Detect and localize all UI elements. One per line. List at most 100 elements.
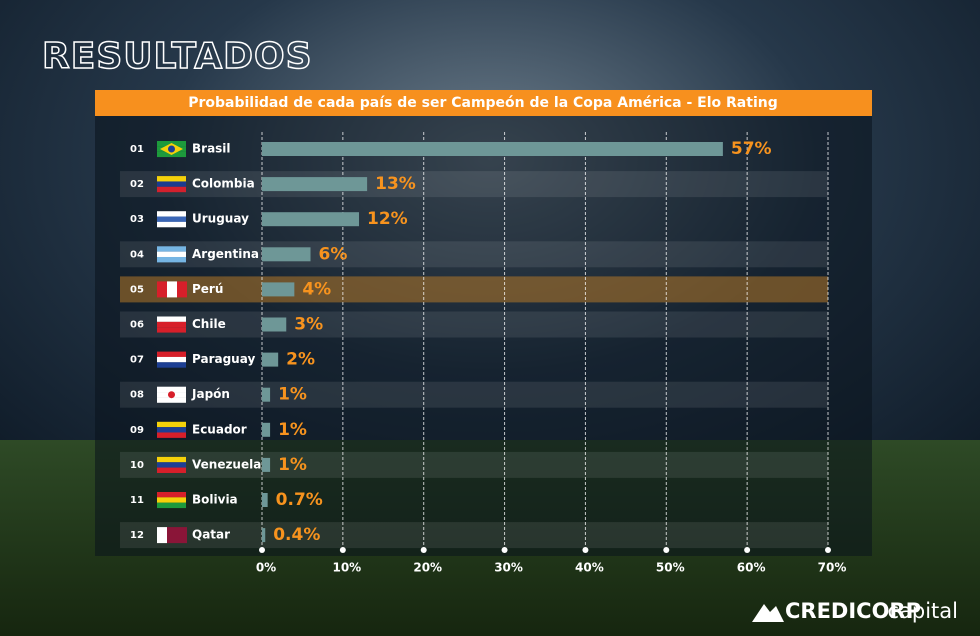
flag-stripe — [157, 216, 186, 222]
tick-dot — [259, 547, 265, 553]
category-label: Venezuela — [192, 457, 261, 471]
flag — [157, 527, 187, 544]
rank-label: 06 — [130, 320, 144, 331]
flag-stripe — [157, 502, 186, 509]
tick-dot — [339, 547, 346, 553]
x-tick-label: 60% — [737, 561, 766, 575]
value-label: 1% — [278, 420, 307, 440]
flag-stripe — [167, 281, 177, 298]
flag — [157, 386, 186, 403]
flag-stripe — [157, 186, 186, 193]
category-label: Qatar — [192, 528, 230, 542]
row-band — [120, 241, 828, 268]
flag-stripe — [157, 327, 186, 333]
flag-stripe — [157, 462, 186, 468]
category-label: Chile — [192, 317, 226, 331]
category-label: Perú — [192, 282, 223, 296]
rank-label: 03 — [130, 214, 144, 225]
flag-stripe — [157, 421, 186, 428]
bar — [262, 212, 360, 227]
rank-label: 04 — [130, 249, 144, 260]
value-label: 6% — [319, 244, 348, 264]
tick-dot — [501, 547, 508, 553]
logo-light: capital — [887, 599, 958, 623]
flag — [157, 421, 186, 438]
flag-stripe — [157, 351, 186, 357]
flag-stripe — [157, 497, 186, 503]
flag-stripe — [157, 397, 186, 403]
flag-stripe — [157, 316, 186, 322]
value-label: 0.7% — [276, 490, 323, 510]
category-label: Ecuador — [192, 422, 247, 436]
flag-stripe — [157, 281, 167, 298]
flag — [157, 492, 186, 509]
flag-stripe — [157, 211, 186, 217]
row-band — [120, 381, 828, 408]
flag-stripe — [157, 251, 186, 258]
value-label: 57% — [731, 139, 772, 159]
row-band — [120, 311, 828, 338]
category-label: Paraguay — [192, 352, 255, 366]
bar — [262, 142, 723, 156]
flag-stripe — [157, 456, 186, 463]
bar — [262, 282, 295, 297]
flag — [157, 281, 187, 298]
tick-dot — [825, 547, 831, 553]
tick-dot — [744, 547, 751, 553]
x-tick-label: 70% — [818, 561, 847, 575]
x-tick-label: 40% — [575, 561, 604, 575]
flag-stripe — [157, 492, 186, 498]
category-label: Bolivia — [192, 493, 238, 507]
value-label: 4% — [302, 279, 331, 299]
chart-title: Probabilidad de cada país de ser Campeón… — [188, 95, 778, 111]
value-label: 1% — [278, 385, 307, 405]
flag — [157, 246, 186, 263]
category-label: Japón — [191, 387, 230, 401]
value-label: 12% — [367, 209, 408, 229]
bar — [262, 352, 279, 367]
logo-bold: CREDICORP — [785, 599, 921, 623]
flag-stripe — [157, 356, 186, 363]
category-label: Brasil — [192, 142, 231, 156]
flag-stripe — [167, 527, 177, 544]
value-label: 13% — [375, 174, 416, 194]
bar — [262, 387, 271, 402]
logo-icon — [752, 604, 784, 622]
x-tick-label: 0% — [256, 561, 276, 575]
flag-stripe — [157, 176, 186, 182]
row-band — [120, 451, 828, 478]
rank-label: 12 — [130, 530, 144, 541]
bar — [262, 317, 287, 332]
flag-stripe — [157, 321, 186, 328]
rank-label: 07 — [130, 355, 144, 366]
bar — [262, 247, 311, 262]
category-label: Argentina — [192, 247, 259, 261]
rank-label: 08 — [130, 390, 144, 401]
value-label: 0.4% — [273, 525, 320, 545]
bar — [262, 528, 266, 543]
flag-stripe — [177, 281, 187, 298]
rank-label: 02 — [130, 179, 144, 190]
flag-stripe — [157, 246, 186, 252]
bar — [262, 457, 271, 472]
page-title: RESULTADOS — [42, 36, 313, 77]
value-label: 2% — [286, 350, 315, 370]
x-tick-label: 50% — [656, 561, 685, 575]
panel — [95, 116, 872, 556]
rank-label: 10 — [130, 460, 144, 471]
title-banner — [95, 90, 872, 116]
row-band — [120, 522, 828, 549]
row-highlight — [120, 276, 828, 303]
flag-stripe — [157, 256, 186, 263]
flag — [157, 316, 186, 333]
flag-mark — [168, 391, 175, 399]
value-label: 1% — [278, 455, 307, 475]
flag-stripe — [177, 527, 187, 544]
flag — [157, 176, 186, 193]
x-tick-label: 10% — [332, 561, 361, 575]
bar — [262, 177, 368, 192]
flag — [157, 141, 186, 158]
flag-stripe — [157, 432, 186, 438]
